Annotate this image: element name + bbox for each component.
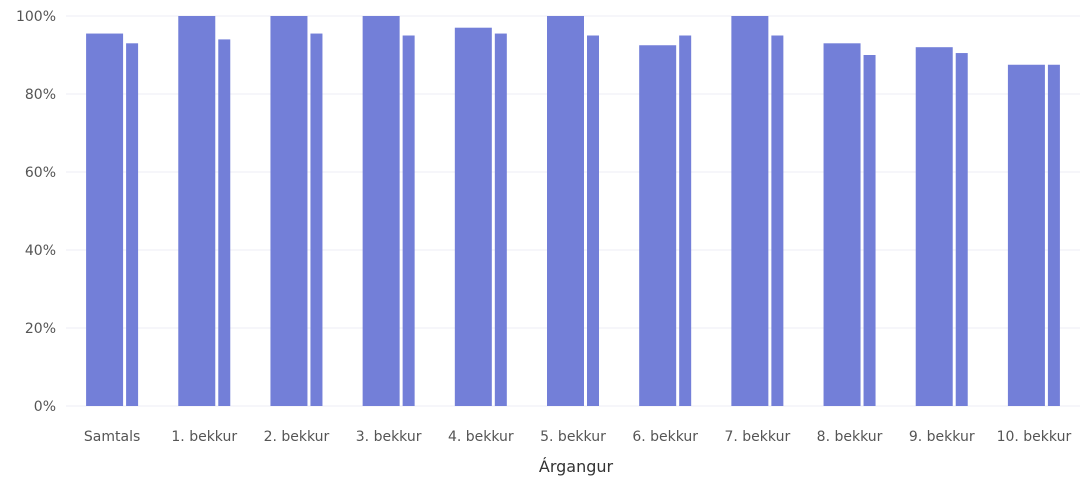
- bar-wide[interactable]: [731, 16, 769, 406]
- y-tick-label: 0%: [34, 399, 56, 415]
- bar-narrow[interactable]: [494, 33, 507, 407]
- x-tick-label: 3. bekkur: [356, 429, 422, 445]
- x-tick-label: 7. bekkur: [724, 429, 790, 445]
- bar-narrow[interactable]: [587, 35, 599, 407]
- bar-wide[interactable]: [362, 16, 400, 406]
- bar-wide[interactable]: [823, 43, 861, 407]
- y-tick-label: 40%: [25, 243, 56, 259]
- bar-wide[interactable]: [178, 16, 216, 406]
- bar-wide[interactable]: [454, 27, 492, 406]
- bar-wide[interactable]: [86, 33, 124, 407]
- y-tick-label: 20%: [25, 321, 56, 337]
- x-axis-tick-labels: Samtals 1. bekkur 2. bekkur 3. bekkur 4. bek…: [84, 429, 1072, 445]
- x-axis-title: Árgangur: [539, 457, 614, 476]
- bar-narrow[interactable]: [402, 35, 415, 407]
- bar-narrow[interactable]: [218, 39, 231, 407]
- x-tick-label: 10. bekkur: [997, 429, 1072, 445]
- x-tick-label: 6. bekkur: [632, 429, 698, 445]
- y-tick-label: 100%: [16, 9, 56, 25]
- x-tick-label: 2. bekkur: [264, 429, 330, 445]
- x-tick-label: 9. bekkur: [909, 429, 975, 445]
- bar-wide[interactable]: [1007, 64, 1045, 406]
- bar-narrow[interactable]: [863, 55, 876, 406]
- bar-wide[interactable]: [915, 47, 953, 406]
- bar-narrow[interactable]: [679, 35, 692, 407]
- bar-narrow[interactable]: [310, 33, 323, 407]
- x-tick-label: 1. bekkur: [171, 429, 237, 445]
- x-tick-label: 8. bekkur: [817, 429, 883, 445]
- bars: [86, 16, 1060, 407]
- bar-narrow[interactable]: [126, 43, 139, 407]
- y-tick-label: 60%: [25, 165, 56, 181]
- x-tick-label: Samtals: [84, 429, 140, 445]
- bar-narrow[interactable]: [955, 53, 968, 407]
- x-tick-label: 5. bekkur: [540, 429, 606, 445]
- bar-wide[interactable]: [547, 16, 584, 406]
- bar-narrow[interactable]: [771, 35, 784, 407]
- y-axis-tick-labels: 0% 20% 40% 60% 80% 100%: [16, 9, 56, 415]
- y-tick-label: 80%: [25, 87, 56, 103]
- x-tick-label: 4. bekkur: [448, 429, 514, 445]
- bar-narrow[interactable]: [1047, 64, 1060, 406]
- bar-wide[interactable]: [639, 45, 677, 406]
- bar-wide[interactable]: [270, 16, 308, 406]
